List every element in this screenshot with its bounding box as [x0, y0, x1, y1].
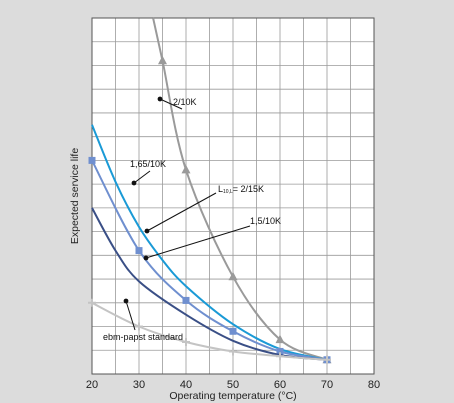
annotation-label: 1,5/10K	[250, 216, 281, 226]
x-tick-label: 20	[86, 379, 98, 391]
annotation-label: 2/10K	[173, 97, 197, 107]
data-point	[182, 337, 190, 346]
data-point	[229, 327, 237, 335]
data-point	[181, 164, 191, 174]
data-point	[88, 298, 96, 307]
plot-border	[91, 17, 375, 375]
x-tick-label: 80	[368, 379, 380, 391]
data-point	[228, 271, 238, 281]
x-tick-label: 50	[227, 379, 239, 391]
data-point	[276, 347, 284, 355]
annotation-leader	[133, 170, 151, 184]
annotation-label: 1,65/10K	[130, 159, 166, 169]
data-point	[135, 247, 143, 255]
data-point	[88, 156, 96, 164]
annotation-label: L10,L= 2/15K	[218, 184, 264, 195]
annotation-leader	[125, 300, 136, 331]
x-tick-labels: 20 30 40 50 60 70 80	[86, 379, 380, 391]
annotation-2: L10,L= 2/15K	[144, 184, 264, 234]
series-1	[91, 124, 328, 361]
x-tick-label: 60	[274, 379, 286, 391]
annotation-dot	[144, 228, 150, 234]
annotation-dot	[131, 180, 137, 186]
x-axis-title: Operating temperature (°C)	[169, 390, 296, 402]
x-tick-label: 30	[133, 379, 145, 391]
annotation-dot	[143, 255, 149, 261]
annotation-layer: 2/10K 1,65/10K L10,L= 2/15K 1,5/10K ebm-paps…	[103, 96, 281, 342]
data-point	[158, 55, 167, 65]
annotation-3: 1,5/10K	[143, 216, 281, 261]
series-line	[91, 124, 328, 361]
data-point	[135, 322, 143, 331]
data-point	[182, 296, 190, 304]
annotation-4: ebm-papst standard	[103, 298, 183, 342]
annotation-0: 2/10K	[157, 96, 197, 110]
series-4	[88, 298, 331, 364]
annotation-dot	[157, 96, 163, 102]
annotation-leader	[146, 192, 217, 232]
annotation-leader	[159, 98, 183, 110]
annotation-leader	[145, 225, 251, 259]
annotation-label: ebm-papst standard	[103, 332, 183, 342]
x-tick-label: 40	[180, 379, 192, 391]
annotation-dot	[123, 298, 129, 304]
data-point	[229, 347, 237, 356]
y-axis-title: Expected service life	[69, 148, 81, 244]
data-point	[276, 352, 284, 361]
grid	[91, 17, 375, 375]
data-point	[323, 355, 331, 364]
data-point	[275, 334, 285, 344]
series-line	[91, 301, 328, 361]
annotation-1: 1,65/10K	[130, 159, 166, 186]
series-layer	[88, 17, 332, 364]
x-tick-label: 70	[321, 379, 333, 391]
